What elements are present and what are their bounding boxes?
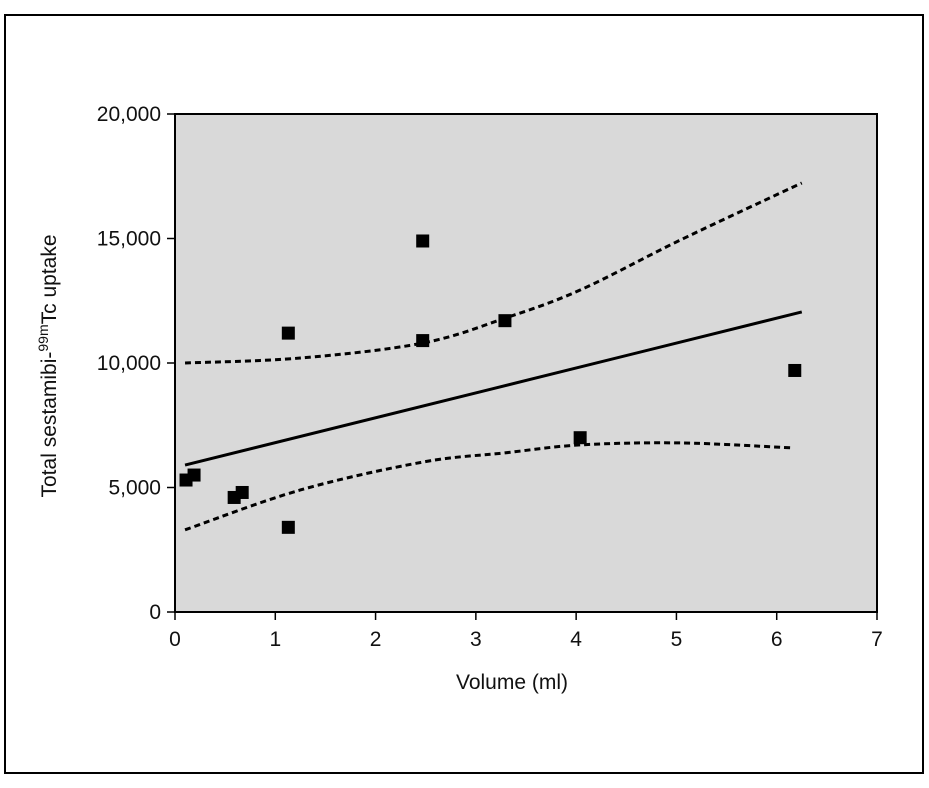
y-axis-label-part: Total sestamibi-: [38, 352, 61, 498]
data-point: [498, 314, 512, 328]
x-axis-label: Volume (ml): [456, 671, 568, 694]
x-tick-label: 3: [470, 628, 482, 651]
data-point: [573, 431, 587, 445]
data-point: [281, 326, 295, 340]
plot-area: [174, 113, 878, 613]
data-point: [788, 363, 802, 377]
x-tick-label: 7: [871, 628, 883, 651]
x-tick-label: 0: [169, 628, 181, 651]
x-tick-label: 4: [570, 628, 582, 651]
y-axis-label-sup: 99m: [35, 324, 51, 351]
data-point: [235, 485, 249, 499]
confidence-band: [184, 181, 803, 365]
x-tick-label: 6: [771, 628, 783, 651]
y-axis-label: Total sestamibi-99mTc uptake: [35, 234, 61, 497]
regression-line: [184, 310, 803, 467]
data-point: [281, 520, 295, 534]
x-tick-label: 2: [370, 628, 382, 651]
y-tick-label: 0: [149, 601, 161, 624]
y-axis-label-part: Tc uptake: [38, 234, 61, 324]
y-tick-label: 5,000: [108, 477, 161, 500]
y-tick-label: 10,000: [97, 352, 161, 375]
x-tick-label: 5: [671, 628, 683, 651]
y-tick-label: 20,000: [97, 103, 161, 126]
data-point: [416, 234, 430, 248]
data-point: [187, 468, 201, 482]
y-tick-label: 15,000: [97, 228, 161, 251]
x-tick-label: 1: [269, 628, 281, 651]
confidence-band: [184, 441, 793, 532]
